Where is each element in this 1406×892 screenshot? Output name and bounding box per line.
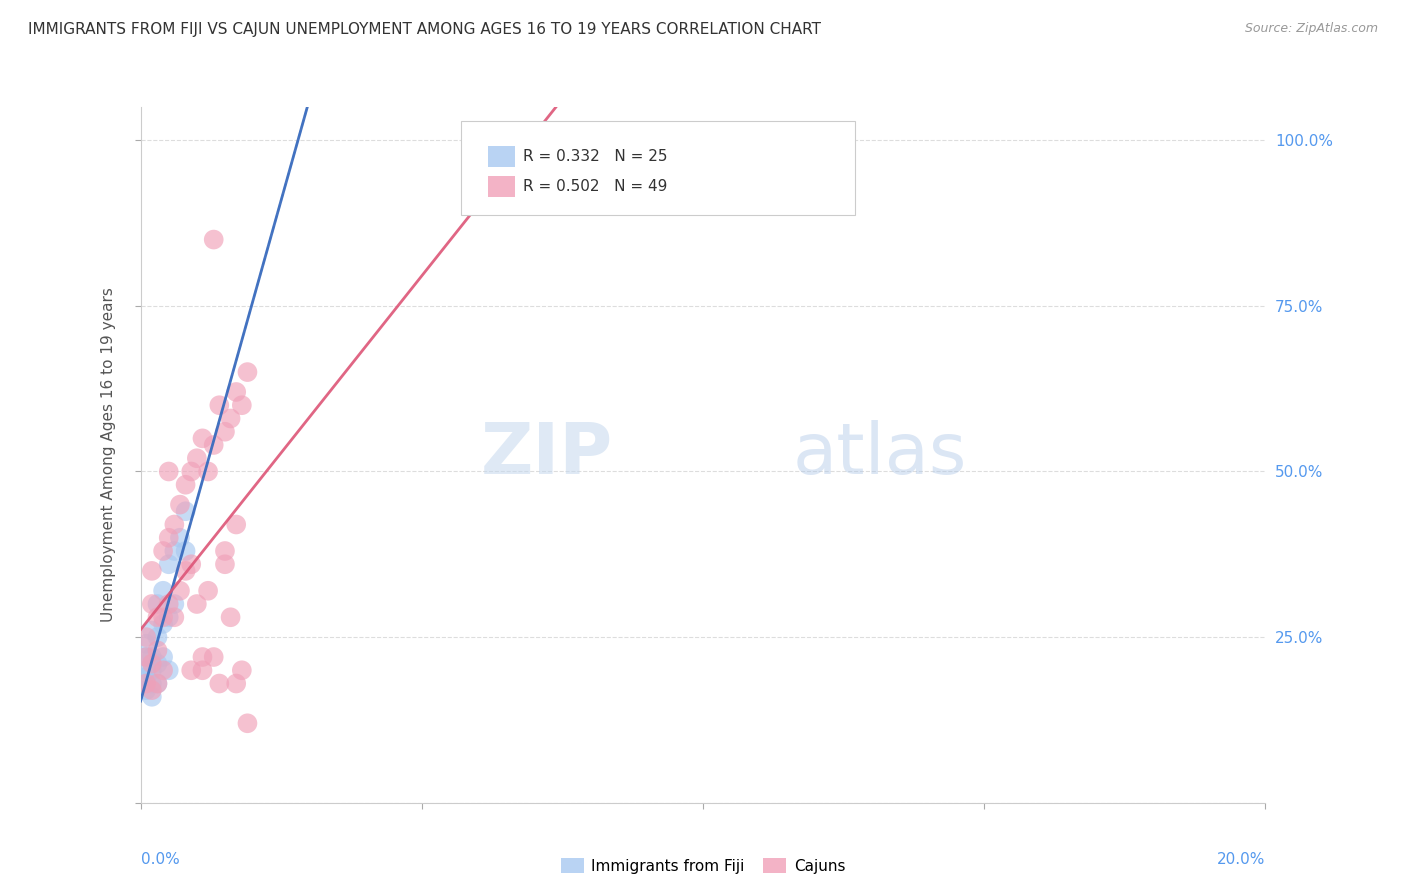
Point [146, 597, 169, 611]
Point [186, 451, 208, 466]
Point [157, 531, 180, 545]
Point [225, 384, 247, 399]
Point [135, 663, 157, 677]
Text: Source: ZipAtlas.com: Source: ZipAtlas.com [1244, 22, 1378, 36]
Point [135, 630, 157, 644]
Point [180, 465, 202, 479]
Point [135, 676, 157, 690]
Point [225, 676, 247, 690]
Point [141, 690, 163, 704]
Point [208, 676, 231, 690]
Point [152, 610, 174, 624]
Point [202, 438, 225, 452]
Text: IMMIGRANTS FROM FIJI VS CAJUN UNEMPLOYMENT AMONG AGES 16 TO 19 YEARS CORRELATION: IMMIGRANTS FROM FIJI VS CAJUN UNEMPLOYME… [28, 22, 821, 37]
Point [191, 431, 214, 445]
Point [208, 398, 231, 412]
Point [141, 663, 163, 677]
Point [191, 663, 214, 677]
Point [214, 544, 236, 558]
Point [135, 683, 157, 698]
Point [146, 676, 169, 690]
Point [197, 465, 219, 479]
Point [157, 663, 180, 677]
Point [157, 465, 180, 479]
Point [135, 670, 157, 684]
Point [152, 616, 174, 631]
Point [174, 504, 197, 518]
Point [225, 517, 247, 532]
Point [180, 558, 202, 572]
Point [141, 597, 163, 611]
Point [141, 676, 163, 690]
Point [197, 583, 219, 598]
Point [146, 676, 169, 690]
Point [202, 233, 225, 247]
Point [146, 630, 169, 644]
Point [191, 650, 214, 665]
Point [152, 583, 174, 598]
Point [163, 544, 186, 558]
Point [135, 650, 157, 665]
Text: atlas: atlas [793, 420, 967, 490]
Text: R = 0.502   N = 49: R = 0.502 N = 49 [523, 179, 668, 194]
Point [152, 650, 174, 665]
Point [163, 517, 186, 532]
Point [163, 597, 186, 611]
Point [135, 637, 157, 651]
Point [141, 683, 163, 698]
Point [169, 498, 191, 512]
FancyBboxPatch shape [461, 121, 855, 215]
Point [152, 544, 174, 558]
Point [180, 663, 202, 677]
Point [219, 610, 242, 624]
Point [214, 558, 236, 572]
Legend: Immigrants from Fiji, Cajuns: Immigrants from Fiji, Cajuns [555, 852, 851, 880]
Point [141, 564, 163, 578]
Text: ZIP: ZIP [481, 420, 613, 490]
Point [163, 610, 186, 624]
Text: 0.0%: 0.0% [141, 852, 180, 866]
Point [141, 650, 163, 665]
Y-axis label: Unemployment Among Ages 16 to 19 years: Unemployment Among Ages 16 to 19 years [101, 287, 117, 623]
Point [214, 425, 236, 439]
Point [141, 657, 163, 671]
Point [236, 365, 259, 379]
Text: 20.0%: 20.0% [1218, 852, 1265, 866]
Point [231, 398, 253, 412]
Point [141, 624, 163, 638]
Point [152, 663, 174, 677]
Point [157, 597, 180, 611]
Point [186, 597, 208, 611]
Point [219, 411, 242, 425]
Point [231, 663, 253, 677]
Point [174, 544, 197, 558]
Point [157, 610, 180, 624]
Text: R = 0.332   N = 25: R = 0.332 N = 25 [523, 149, 668, 164]
Point [169, 583, 191, 598]
Point [146, 657, 169, 671]
Point [146, 610, 169, 624]
Point [157, 558, 180, 572]
Point [135, 650, 157, 665]
FancyBboxPatch shape [488, 176, 515, 197]
Point [146, 643, 169, 657]
Point [174, 564, 197, 578]
Point [202, 650, 225, 665]
FancyBboxPatch shape [488, 146, 515, 167]
Point [236, 716, 259, 731]
Point [174, 477, 197, 491]
Point [169, 531, 191, 545]
